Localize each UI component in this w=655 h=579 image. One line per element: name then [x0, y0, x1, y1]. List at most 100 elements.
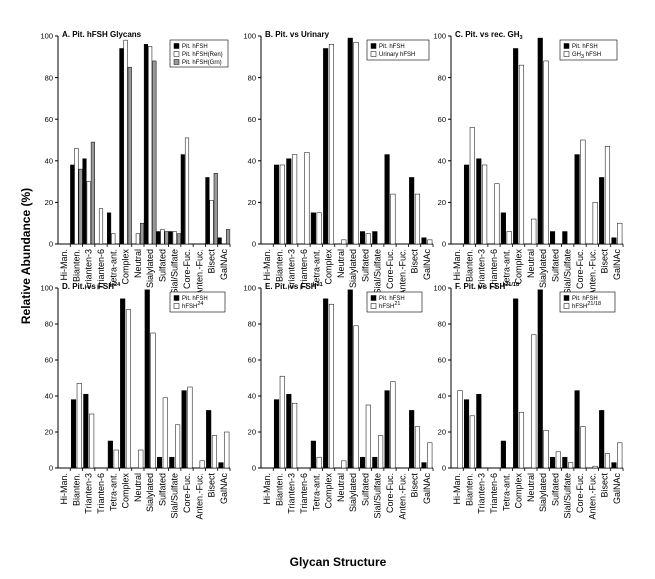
bar [143, 44, 148, 245]
x-tick-label: Hi-Man. [262, 249, 272, 281]
x-tick-label: Hi-Man. [262, 473, 272, 505]
x-tick-label: Sulfated [550, 473, 560, 506]
bar [409, 410, 415, 469]
y-tick-label: 40 [438, 157, 446, 166]
bar [562, 231, 568, 245]
y-tick-label: 60 [438, 356, 446, 365]
bar [89, 413, 95, 469]
legend-box [169, 39, 229, 68]
bar [86, 181, 91, 245]
x-tick-label: Bianten. [71, 249, 81, 282]
x-tick-label: Anten.-Fuc. [397, 473, 407, 520]
bar [476, 158, 482, 245]
bar [543, 429, 549, 469]
bar [113, 449, 119, 469]
bar [427, 442, 433, 469]
bar [156, 231, 161, 245]
legend-label: hFSH21 [379, 301, 400, 310]
legend-swatch [563, 43, 570, 49]
bar [168, 231, 173, 245]
x-tick-label: Complex [514, 249, 524, 285]
bar [184, 137, 190, 245]
x-tick-label: Neutral [133, 249, 143, 278]
x-tick-label: Tetra-ant. [311, 249, 321, 287]
x-tick-label: Complex [514, 473, 524, 509]
legend: Pit. hFSH Urinary hFSH [366, 39, 430, 61]
x-tick-label: Trianten-3 [84, 473, 94, 514]
bar [78, 168, 83, 245]
bar [98, 208, 104, 245]
bar [390, 193, 396, 245]
y-tick-label: 0 [252, 464, 256, 473]
legend-label: hFSH21/18 [572, 301, 601, 310]
bar [463, 164, 470, 245]
y-tick-label: 100 [40, 32, 53, 41]
bar [617, 442, 623, 469]
bar [123, 39, 128, 245]
legend-label: Pit. hFSH(Ren) [182, 52, 223, 58]
x-tick-label: Complex [121, 473, 131, 509]
bar [172, 231, 177, 245]
legend-swatch [173, 303, 180, 309]
x-tick-label: Sialylated [348, 249, 358, 288]
y-tick-label: 20 [45, 428, 53, 437]
bar [580, 426, 586, 469]
bar [119, 48, 124, 245]
legend-swatch [173, 59, 180, 65]
bar [574, 154, 580, 245]
bar [304, 152, 310, 245]
panel-b: 0 20 40 60 80 100 Hi-Man. Bianten. Trianten-3 Tri… [243, 30, 434, 296]
bar [83, 393, 89, 469]
bar [211, 435, 218, 469]
y-tick-label: 0 [49, 240, 53, 249]
y-tick-label: 60 [438, 115, 446, 124]
bar [175, 424, 181, 469]
bar [226, 229, 231, 245]
bar [292, 402, 298, 469]
x-tick-label: Sial/Sulfate [170, 473, 180, 519]
x-tick-label: Anten.-Fuc. [587, 249, 597, 296]
bar [463, 399, 470, 469]
bar [273, 399, 280, 469]
y-tick-label: 80 [248, 320, 256, 329]
x-tick-label: Bisect [600, 249, 610, 274]
bar [206, 410, 212, 469]
y-tick-label: 60 [45, 356, 53, 365]
x-tick-label: Trianten-6 [299, 249, 309, 290]
x-tick-label: Sial/Sulfate [373, 249, 383, 295]
bar [592, 202, 598, 245]
bar [148, 46, 153, 245]
bar [513, 298, 519, 469]
x-tick-label: Core-Fuc. [182, 249, 192, 289]
bar [341, 239, 347, 245]
bar [180, 154, 185, 245]
legend-label: Pit. hFSH [572, 296, 598, 302]
panel-title: A. Pit. hFSH Glycans [62, 30, 142, 39]
legend-swatch [563, 51, 570, 57]
x-tick-label: Trianten-6 [96, 473, 106, 514]
bar [70, 164, 75, 245]
panel-title: B. Pit. vs Urinary [265, 30, 330, 39]
bar [353, 325, 359, 469]
bar [494, 183, 500, 245]
x-tick-label: Neutral [526, 473, 536, 502]
bar [537, 289, 543, 469]
legend-label: Pit. hFSH [572, 44, 598, 50]
bar [518, 411, 525, 469]
bar [611, 462, 617, 469]
x-tick-label: Bianten. [464, 249, 474, 282]
x-tick-label: Tetra-ant. [311, 473, 321, 511]
bar [500, 212, 506, 245]
x-tick-label: Sialylated [348, 473, 358, 512]
bar [152, 60, 157, 245]
bar [286, 158, 292, 245]
bar [365, 233, 371, 245]
x-tick-label: Sialylated [145, 473, 155, 512]
legend-swatch [563, 303, 570, 309]
x-tick-label: Bianten. [464, 473, 474, 506]
y-tick-label: 20 [248, 428, 256, 437]
bar [476, 393, 482, 469]
bar [292, 154, 298, 245]
